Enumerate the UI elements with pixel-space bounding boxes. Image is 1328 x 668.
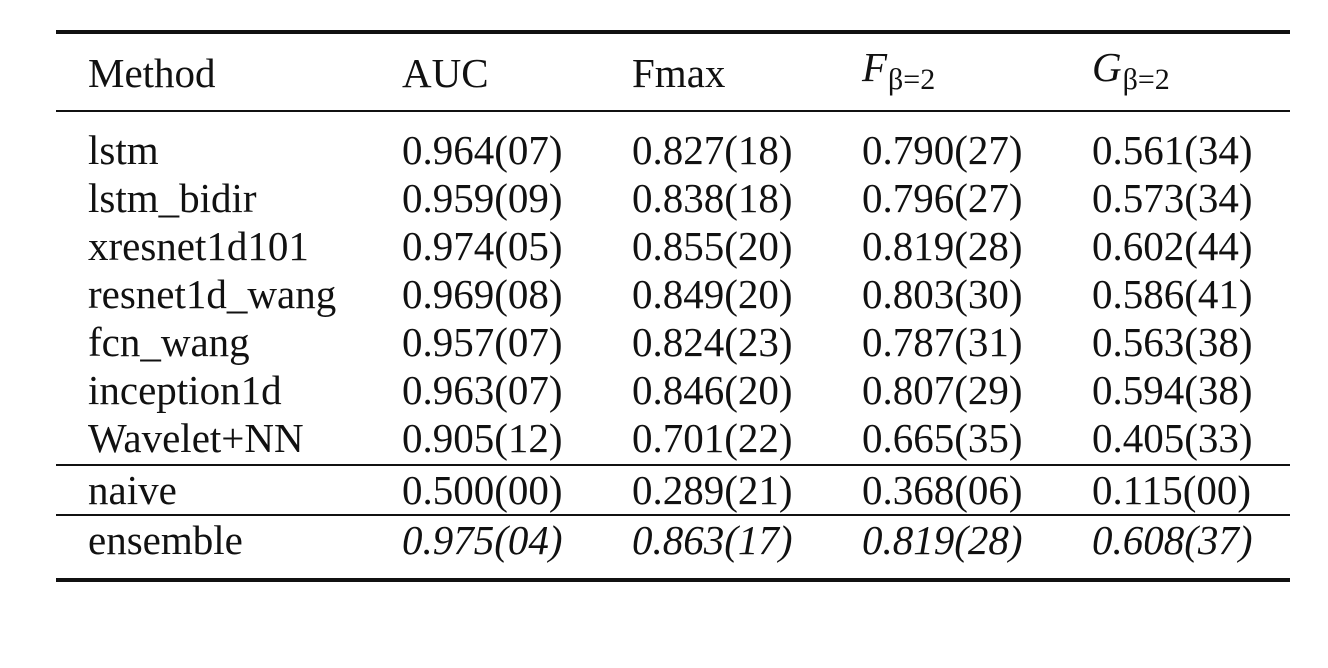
cell-fbeta: 0.787(31) [862,319,1023,365]
table-row: fcn_wang 0.957(07) 0.824(23) 0.787(31) 0… [56,318,1290,366]
cell-method: ensemble [88,517,243,563]
cell-auc-best: 0.974(05) [402,223,563,269]
cell-fmax-best: 0.863(17) [632,517,793,563]
table-row: lstm 0.964(07) 0.827(18) 0.790(27) 0.561… [56,111,1290,174]
table-row: Wavelet+NN 0.905(12) 0.701(22) 0.665(35)… [56,414,1290,465]
cell-auc: 0.963(07) [402,367,563,413]
table-row-baseline: naive 0.500(00) 0.289(21) 0.368(06) 0.11… [56,465,1290,515]
cell-gbeta: 0.563(38) [1092,319,1253,365]
table-row: resnet1d_wang 0.969(08) 0.849(20) 0.803(… [56,270,1290,318]
cell-gbeta-best: 0.602(44) [1092,223,1253,269]
cell-fbeta: 0.665(35) [862,415,1023,461]
results-table: Method AUC Fmax Fβ=2 Gβ=2 lstm 0.964(07)… [56,30,1290,582]
cell-gbeta: 0.561(34) [1092,127,1253,173]
fbeta-symbol: F [862,43,888,90]
cell-fmax: 0.289(21) [632,467,793,513]
header-auc: AUC [402,50,489,96]
header-gbeta: Gβ=2 [1060,32,1290,111]
cell-fbeta-best: 0.819(28) [862,517,1023,563]
cell-method: inception1d [88,367,282,413]
header-fmax: Fmax [632,50,726,96]
cell-method: fcn_wang [88,319,250,365]
table-row-ensemble: ensemble 0.975(04) 0.863(17) 0.819(28) 0… [56,515,1290,580]
gbeta-symbol: G [1092,43,1122,90]
cell-method: Wavelet+NN [88,415,304,461]
cell-auc: 0.959(09) [402,175,563,221]
cell-fbeta: 0.796(27) [862,175,1023,221]
table-row: xresnet1d101 0.974(05) 0.855(20) 0.819(2… [56,222,1290,270]
cell-auc: 0.905(12) [402,415,563,461]
cell-method: lstm [88,127,159,173]
cell-method: naive [88,467,177,513]
ensemble-results: ensemble 0.975(04) 0.863(17) 0.819(28) 0… [56,515,1290,580]
cell-fbeta: 0.790(27) [862,127,1023,173]
cell-gbeta: 0.586(41) [1092,271,1253,317]
baseline-results: naive 0.500(00) 0.289(21) 0.368(06) 0.11… [56,465,1290,515]
cell-method: xresnet1d101 [88,223,309,269]
cell-gbeta-best: 0.608(37) [1092,517,1253,563]
cell-gbeta: 0.594(38) [1092,367,1253,413]
header-method: Method [88,50,216,96]
cell-auc: 0.964(07) [402,127,563,173]
cell-auc: 0.500(00) [402,467,563,513]
cell-fmax: 0.827(18) [632,127,793,173]
header-row: Method AUC Fmax Fβ=2 Gβ=2 [56,32,1290,111]
header-fbeta: Fβ=2 [830,32,1060,111]
gbeta-subscript: β=2 [1122,62,1170,96]
main-results: lstm 0.964(07) 0.827(18) 0.790(27) 0.561… [56,111,1290,465]
cell-fmax: 0.701(22) [632,415,793,461]
cell-fmax-best: 0.855(20) [632,223,793,269]
cell-method: lstm_bidir [88,175,257,221]
cell-fmax: 0.824(23) [632,319,793,365]
cell-auc: 0.969(08) [402,271,563,317]
cell-fbeta: 0.807(29) [862,367,1023,413]
cell-fmax: 0.846(20) [632,367,793,413]
table-row: inception1d 0.963(07) 0.846(20) 0.807(29… [56,366,1290,414]
cell-auc-best: 0.975(04) [402,517,563,563]
cell-auc: 0.957(07) [402,319,563,365]
cell-fbeta-best: 0.819(28) [862,223,1023,269]
cell-fmax: 0.849(20) [632,271,793,317]
cell-fbeta: 0.368(06) [862,467,1023,513]
cell-fbeta: 0.803(30) [862,271,1023,317]
cell-gbeta: 0.573(34) [1092,175,1253,221]
table-row: lstm_bidir 0.959(09) 0.838(18) 0.796(27)… [56,174,1290,222]
cell-fmax: 0.838(18) [632,175,793,221]
cell-method: resnet1d_wang [88,271,337,317]
table-header: Method AUC Fmax Fβ=2 Gβ=2 [56,32,1290,111]
cell-gbeta: 0.405(33) [1092,415,1253,461]
cell-gbeta: 0.115(00) [1092,467,1252,513]
fbeta-subscript: β=2 [888,62,936,96]
